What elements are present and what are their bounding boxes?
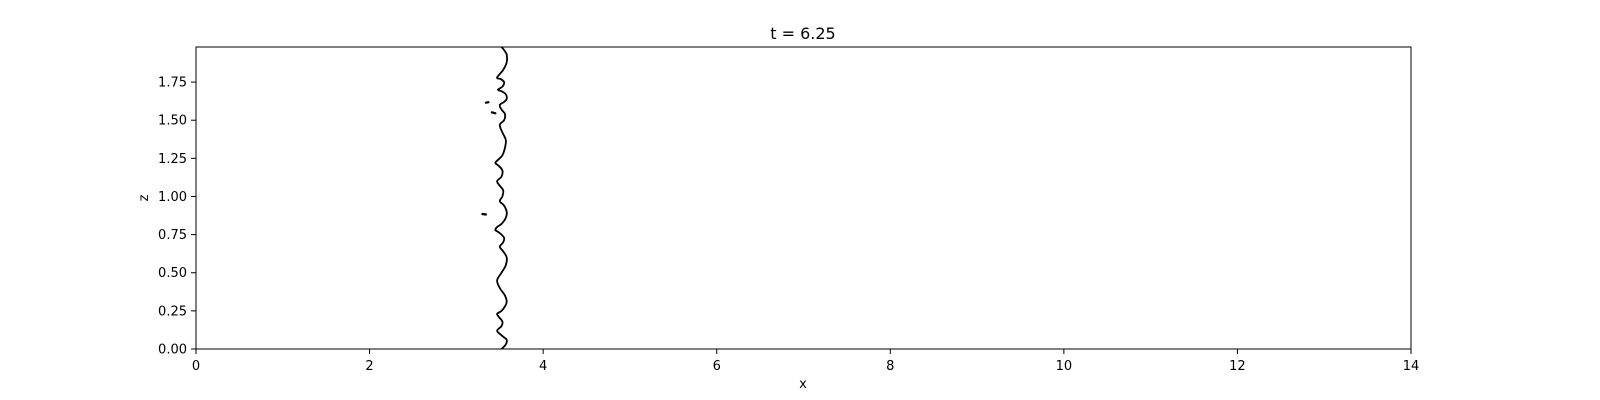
y-tick-label: 0.25 [158, 304, 187, 319]
x-axis: 0 2 4 6 8 10 12 14 [192, 349, 1419, 374]
x-tick-label: 4 [539, 359, 547, 374]
front-contour-line [494, 46, 508, 350]
x-tick-label: 6 [713, 359, 721, 374]
x-tick-label: 12 [1229, 359, 1246, 374]
y-tick-label: 1.50 [158, 114, 187, 129]
x-tick-label: 10 [1056, 359, 1073, 374]
chart-title: t = 6.25 [770, 24, 835, 43]
droplet-contour [484, 101, 490, 104]
x-tick-label: 2 [365, 359, 373, 374]
droplet-contour [481, 212, 487, 216]
y-tick-label: 0.00 [158, 343, 187, 358]
y-axis: 0.00 0.25 0.50 0.75 1.00 1.25 1.50 1.75 [158, 76, 196, 358]
axes-frame [195, 46, 1412, 350]
data-layer [481, 46, 508, 350]
y-tick-label: 1.25 [158, 152, 187, 167]
y-tick-label: 1.00 [158, 190, 187, 205]
x-tick-label: 14 [1403, 359, 1420, 374]
droplet-contour [490, 111, 497, 115]
x-tick-label: 8 [886, 359, 894, 374]
y-axis-label: z [137, 194, 152, 201]
y-tick-label: 0.75 [158, 228, 187, 243]
x-tick-label: 0 [192, 359, 200, 374]
y-tick-label: 1.75 [158, 76, 187, 91]
x-axis-label: x [799, 377, 807, 392]
y-tick-label: 0.50 [158, 266, 187, 281]
